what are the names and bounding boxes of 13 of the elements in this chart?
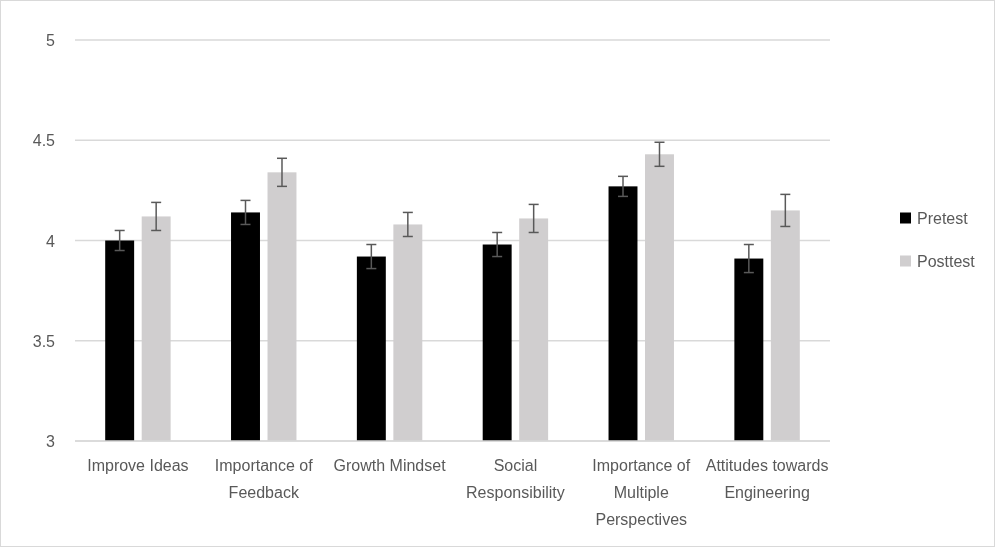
- y-tick-label: 5: [46, 32, 56, 49]
- x-tick-label: Improve Ideas: [87, 457, 189, 474]
- legend-label: Posttest: [917, 252, 976, 270]
- x-tick-label: Importance of Multiple Perspectives: [592, 457, 691, 528]
- legend-label: Pretest: [917, 209, 969, 227]
- x-tick-label: Social Responsibility: [466, 457, 565, 501]
- x-tick-label: Growth Mindset: [333, 457, 447, 474]
- y-tick-label: 3.5: [32, 332, 56, 350]
- x-tick-label: Importance of Feedback: [214, 457, 314, 501]
- y-tick-label: 3: [46, 433, 56, 450]
- y-tick-label: 4: [46, 232, 56, 250]
- y-tick-label: 4.5: [32, 132, 56, 150]
- x-tick-label: Attitudes towards Engineering: [705, 457, 829, 501]
